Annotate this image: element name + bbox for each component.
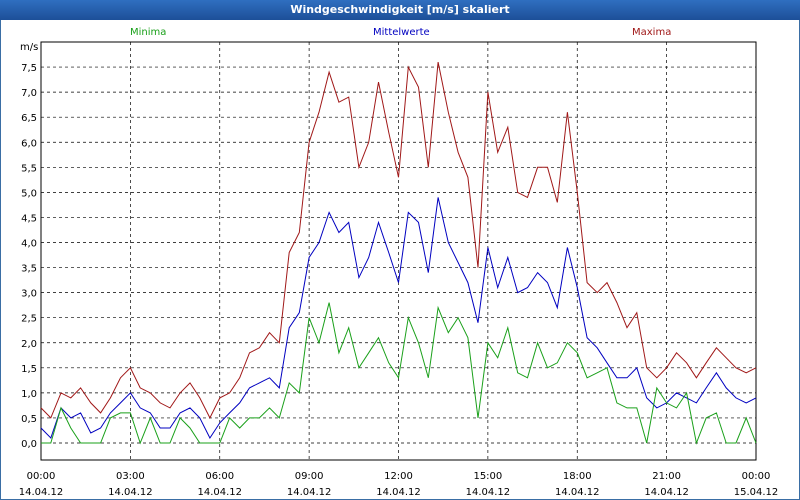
y-tick-label: 3,5 (21, 264, 37, 275)
y-axis: 0,0 0,5 1,0 1,5 2,0 2,5 3,0 3,5 4,0 4,5 5,0 5,5 6,0 6… (21, 63, 37, 450)
y-tick-label: 2,5 (21, 314, 37, 325)
x-tick-time: 15:00 (473, 471, 502, 482)
y-tick-label: 2,0 (21, 339, 37, 350)
x-tick-date: 14.04.12 (197, 487, 242, 498)
legend: Minima Mittelwerte Maxima (130, 27, 671, 38)
y-tick-label: 4,0 (21, 239, 37, 250)
plot-border (40, 41, 757, 461)
x-tick-date: 14.04.12 (644, 487, 689, 498)
y-tick-label: 7,5 (21, 63, 37, 74)
series-line-mittelwerte (40, 197, 757, 439)
y-tick-label: 1,0 (21, 389, 37, 400)
x-tick-date: 14.04.12 (287, 487, 332, 498)
y-tick-label: 5,0 (21, 188, 37, 199)
x-tick-time: 03:00 (116, 471, 145, 482)
x-tick-date: 14.04.12 (108, 487, 153, 498)
x-tick-time: 09:00 (295, 471, 324, 482)
x-tick-time: 00:00 (27, 471, 56, 482)
series-line-minima (41, 302, 757, 445)
window-title: Windgeschwindigkeit [m/s] skaliert (0, 0, 800, 20)
x-tick-time: 21:00 (652, 471, 681, 482)
x-tick-time: 18:00 (563, 471, 592, 482)
x-tick-time: 12:00 (384, 471, 413, 482)
x-axis: 00:00 14.04.12 03:00 14.04.12 06:00 14.04.12 0… (19, 471, 779, 498)
y-tick-label: 6,0 (21, 138, 37, 149)
x-tick-date: 14.04.12 (466, 487, 511, 498)
legend-maxima[interactable]: Maxima (632, 27, 671, 38)
x-tick-date: 14.04.12 (555, 487, 600, 498)
y-tick-label: 5,5 (21, 163, 37, 174)
y-tick-label: 4,5 (21, 213, 37, 224)
grid (41, 42, 756, 460)
y-tick-label: 7,0 (21, 88, 37, 99)
x-tick-date: 14.04.12 (376, 487, 421, 498)
legend-minima[interactable]: Minima (130, 27, 166, 38)
x-tick-time: 00:00 (742, 471, 771, 482)
series-line-maxima (40, 62, 757, 420)
y-tick-label: 0,5 (21, 414, 37, 425)
y-tick-label: 0,0 (21, 439, 37, 450)
series-lines (40, 62, 757, 445)
legend-mittelwerte[interactable]: Mittelwerte (373, 27, 430, 38)
y-tick-label: 3,0 (21, 289, 37, 300)
x-tick-date: 14.04.12 (19, 487, 64, 498)
y-axis-label: m/s (20, 42, 38, 53)
x-tick-time: 06:00 (205, 471, 234, 482)
y-tick-label: 6,5 (21, 113, 37, 124)
y-tick-label: 1,5 (21, 364, 37, 375)
x-tick-date: 15.04.12 (734, 487, 779, 498)
